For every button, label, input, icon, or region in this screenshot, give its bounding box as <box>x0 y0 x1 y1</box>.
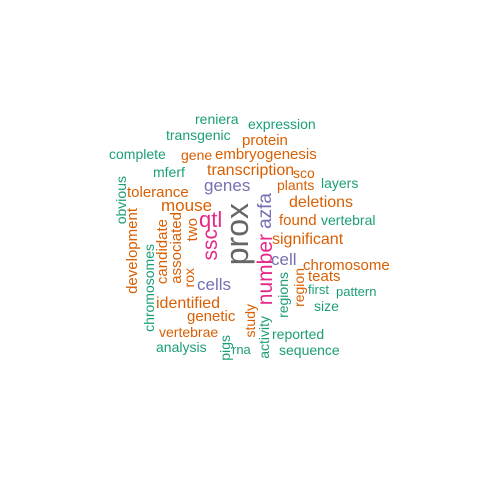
word-study: study <box>242 304 258 338</box>
word-qtl: qtl <box>199 207 223 232</box>
word-expression: expression <box>248 116 316 132</box>
word-complete: complete <box>109 146 166 162</box>
word-gene: gene <box>181 147 213 163</box>
word-regions: regions <box>275 272 291 318</box>
word-reniera: reniera <box>195 111 239 127</box>
word-vertebral: vertebral <box>321 212 376 228</box>
word-mferf: mferf <box>153 164 185 180</box>
word-development: development <box>124 208 141 294</box>
word-rna: rna <box>232 342 251 357</box>
word-embryogenesis: embryogenesis <box>215 146 317 163</box>
word-prox: prox <box>219 203 255 266</box>
word-tolerance: tolerance <box>127 184 189 201</box>
word-number: number <box>254 234 277 306</box>
word-azfa: azfa <box>255 193 276 229</box>
word-pattern: pattern <box>336 284 377 299</box>
word-transgenic: transgenic <box>166 127 231 143</box>
word-mouse: mouse <box>161 196 213 215</box>
word-genetic: genetic <box>187 308 236 325</box>
word-pigs: pigs <box>217 335 233 361</box>
word-two: two <box>184 218 201 242</box>
word-found: found <box>279 212 317 229</box>
word-ssc: ssc <box>199 229 222 261</box>
word-activity: activity <box>256 316 272 359</box>
word-transcription: transcription <box>207 162 295 179</box>
word-teats: teats <box>308 268 341 285</box>
word-protein: protein <box>242 132 288 149</box>
word-significant: significant <box>272 231 344 248</box>
word-size: size <box>314 298 339 314</box>
word-deletions: deletions <box>289 194 354 211</box>
word-sequence: sequence <box>279 342 340 358</box>
word-reported: reported <box>272 326 325 342</box>
word-genes: genes <box>204 176 251 195</box>
word-plants: plants <box>277 177 315 193</box>
word-rox: rox <box>181 268 197 288</box>
word-cells: cells <box>197 275 232 294</box>
word-region: region <box>291 268 307 307</box>
word-sco: sco <box>293 165 315 181</box>
word-layers: layers <box>321 175 359 191</box>
word-first: first <box>308 282 329 297</box>
word-identified: identified <box>156 295 221 312</box>
word-analysis: analysis <box>156 339 207 355</box>
word-cell: cell <box>271 250 297 269</box>
word-vertebrae: vertebrae <box>159 324 219 340</box>
word-chromosome: chromosome <box>303 257 390 274</box>
